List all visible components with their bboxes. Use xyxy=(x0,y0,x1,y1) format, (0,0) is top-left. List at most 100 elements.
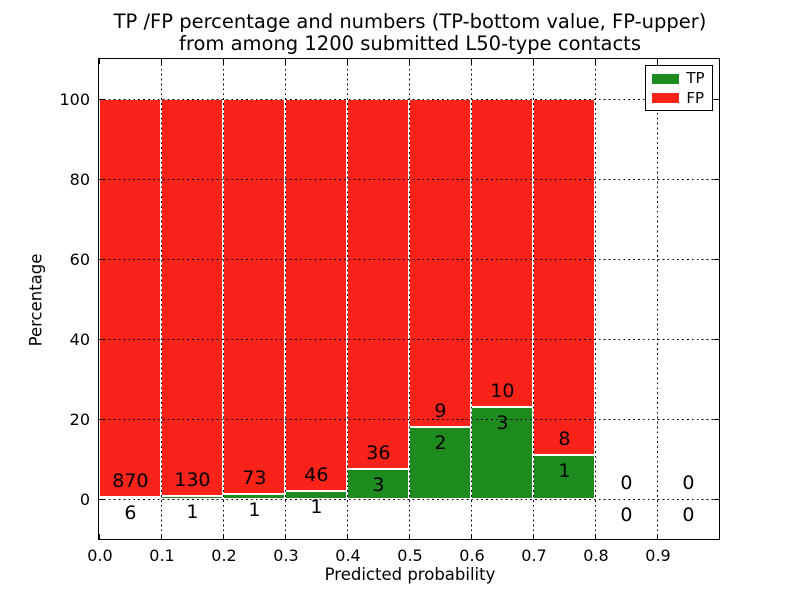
x-tick-mark xyxy=(222,534,225,540)
x-tick-mark xyxy=(470,59,473,65)
tp-count-label: 2 xyxy=(434,431,447,454)
plot-area: 870 6 130 1 73 1 46 1 36 3 9 2 10 3 8 1 0 0 0 0 TP FP xyxy=(98,58,721,541)
tp-bar xyxy=(533,454,596,500)
tp-legend-label: TP xyxy=(686,69,705,88)
x-tick-mark xyxy=(408,59,411,65)
x-tick-label: 0.0 xyxy=(87,546,113,565)
x-tick-mark xyxy=(346,534,349,540)
x-gridline xyxy=(346,59,348,540)
y-tick-mark xyxy=(714,498,720,501)
fp-bar xyxy=(99,99,162,497)
fp-count-label: 9 xyxy=(434,399,447,422)
x-tick-mark xyxy=(160,534,163,540)
tp-bar xyxy=(409,426,472,500)
x-tick-mark xyxy=(532,59,535,65)
y-tick-mark xyxy=(714,98,720,101)
x-tick-mark xyxy=(222,59,225,65)
tp-count-label: 1 xyxy=(186,501,199,524)
fp-count-label: 10 xyxy=(490,380,515,403)
y-gridline xyxy=(99,178,720,180)
fp-count-label: 46 xyxy=(304,463,329,486)
tp-count-label: 3 xyxy=(372,473,385,496)
y-gridline xyxy=(99,418,720,420)
x-gridline xyxy=(222,59,224,540)
x-tick-mark xyxy=(160,59,163,65)
y-gridline xyxy=(99,338,720,340)
tp-count-label: 6 xyxy=(124,501,137,524)
y-tick-label: 80 xyxy=(69,170,90,189)
fp-bar xyxy=(285,99,348,491)
chart-title-line1: TP /FP percentage and numbers (TP-bottom… xyxy=(113,10,707,33)
legend-item-fp: FP xyxy=(652,88,712,107)
fp-bar xyxy=(347,99,410,469)
y-tick-label: 100 xyxy=(59,90,90,109)
x-tick-label: 0.4 xyxy=(335,546,361,565)
fp-bar xyxy=(533,99,596,455)
x-gridline xyxy=(408,59,410,540)
y-gridline xyxy=(99,98,720,100)
fp-count-label: 36 xyxy=(366,441,391,464)
chart-title-line2: from among 1200 submitted L50-type conta… xyxy=(179,31,641,55)
fp-count-label: 0 xyxy=(620,472,633,495)
x-tick-mark xyxy=(346,59,349,65)
x-tick-label: 0.7 xyxy=(521,546,547,565)
fp-count-label: 73 xyxy=(242,466,267,489)
x-tick-mark xyxy=(284,534,287,540)
tp-count-label: 1 xyxy=(310,495,323,518)
y-tick-mark xyxy=(99,178,105,181)
y-tick-mark xyxy=(99,498,105,501)
fp-count-label: 130 xyxy=(174,469,211,492)
tp-count-label: 1 xyxy=(248,498,261,521)
fp-count-label: 870 xyxy=(112,469,149,492)
x-gridline xyxy=(284,59,286,540)
x-tick-mark xyxy=(656,534,659,540)
tp-count-label: 1 xyxy=(558,459,571,482)
tp-legend-swatch-icon xyxy=(652,73,680,84)
x-axis-label: Predicted probability xyxy=(324,565,496,584)
y-tick-mark xyxy=(714,338,720,341)
y-tick-mark xyxy=(99,338,105,341)
x-tick-label: 0.9 xyxy=(645,546,671,565)
fp-bar xyxy=(223,99,286,494)
x-tick-mark xyxy=(98,59,101,65)
tp-bar xyxy=(347,468,410,500)
y-gridline xyxy=(99,258,720,260)
y-tick-mark xyxy=(714,258,720,261)
x-tick-mark xyxy=(408,534,411,540)
y-tick-label: 0 xyxy=(79,490,90,509)
x-tick-mark xyxy=(532,534,535,540)
legend-item-tp: TP xyxy=(652,71,712,86)
y-tick-label: 60 xyxy=(69,250,90,269)
x-gridline xyxy=(160,59,162,540)
y-tick-mark xyxy=(99,258,105,261)
y-tick-label: 20 xyxy=(69,410,90,429)
y-tick-mark xyxy=(99,98,105,101)
x-gridline xyxy=(470,59,472,540)
x-gridline xyxy=(594,59,596,540)
chart-title: TP /FP percentage and numbers (TP-bottom… xyxy=(100,11,720,54)
fp-legend-label: FP xyxy=(686,88,705,107)
x-tick-mark xyxy=(98,534,101,540)
x-tick-label: 0.3 xyxy=(273,546,299,565)
x-tick-label: 0.6 xyxy=(459,546,485,565)
x-tick-mark xyxy=(284,59,287,65)
x-tick-mark xyxy=(656,59,659,65)
tp-count-label: 3 xyxy=(496,412,509,435)
x-tick-mark xyxy=(594,59,597,65)
y-gridline xyxy=(99,498,720,500)
fp-count-label: 0 xyxy=(682,472,695,495)
x-tick-label: 0.8 xyxy=(583,546,609,565)
x-tick-label: 0.1 xyxy=(149,546,175,565)
fp-bar xyxy=(409,99,472,427)
x-gridline xyxy=(656,59,658,540)
x-tick-mark xyxy=(470,534,473,540)
legend: TP FP xyxy=(645,65,714,112)
x-gridline xyxy=(532,59,534,540)
x-tick-label: 0.5 xyxy=(397,546,423,565)
x-tick-mark xyxy=(594,534,597,540)
fp-bar xyxy=(161,99,224,497)
y-tick-mark xyxy=(714,178,720,181)
fp-bar xyxy=(471,99,534,408)
x-tick-label: 0.2 xyxy=(211,546,237,565)
